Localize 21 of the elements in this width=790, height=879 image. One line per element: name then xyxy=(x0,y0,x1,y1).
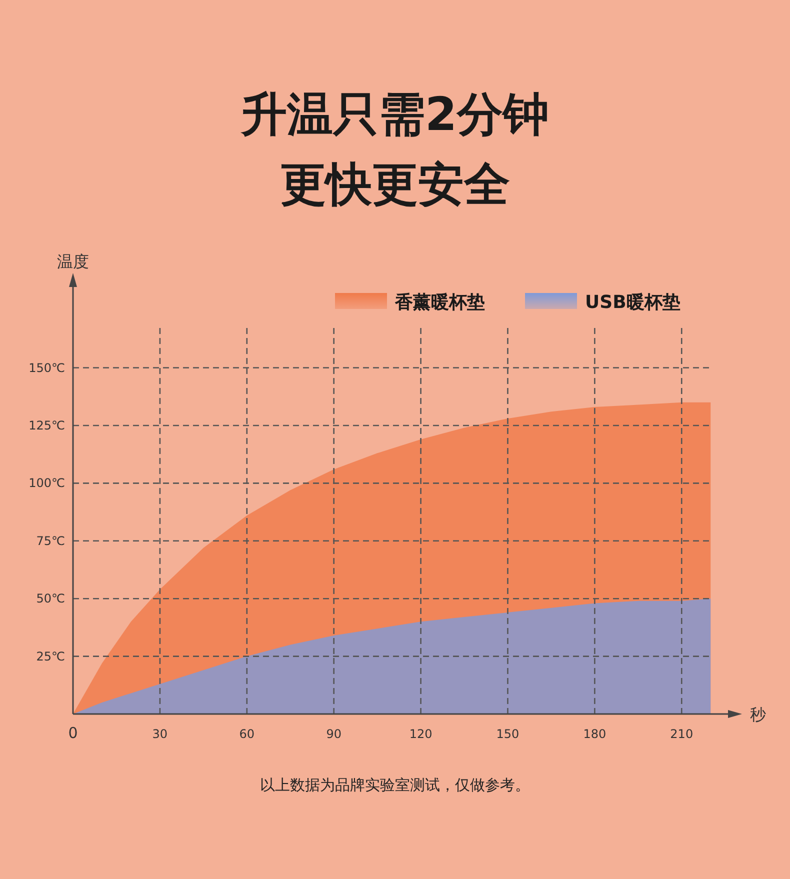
x-tick-label: 30 xyxy=(152,727,168,741)
x-tick-label: 150 xyxy=(496,727,520,741)
x-tick-label: 210 xyxy=(670,727,694,741)
x-tick-label: 180 xyxy=(583,727,606,741)
y-tick-label: 150℃ xyxy=(28,360,65,375)
title: 升温只需2分钟 xyxy=(241,87,549,141)
x-axis-title: 秒 xyxy=(750,705,766,724)
y-tick-label: 25℃ xyxy=(36,649,65,664)
subtitle: 更快更安全 xyxy=(280,157,510,211)
y-tick-label: 50℃ xyxy=(36,592,65,606)
y-tick-label: 125℃ xyxy=(28,418,65,432)
legend-label: USB暖杯垫 xyxy=(585,292,680,313)
y-axis-title: 温度 xyxy=(57,252,89,271)
text: 以上数据为品牌实验室测试，仅做参考。 xyxy=(260,776,530,794)
x-tick-label: 60 xyxy=(239,727,255,741)
x-tick-label: 120 xyxy=(409,727,432,741)
x-tick-label: 0 xyxy=(68,724,78,742)
x-tick-label: 90 xyxy=(326,727,342,741)
legend-label: 香薰暖杯垫 xyxy=(394,292,485,313)
y-tick-label: 100℃ xyxy=(28,476,65,490)
y-tick-label: 75℃ xyxy=(36,534,65,548)
